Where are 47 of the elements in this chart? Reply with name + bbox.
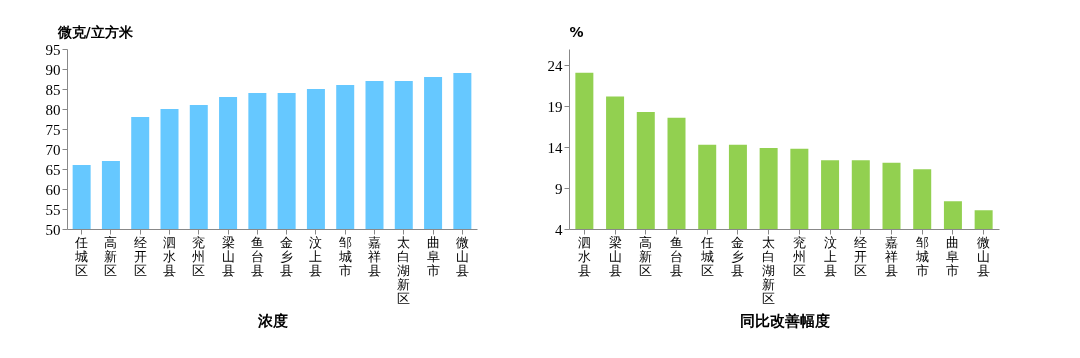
x-tick-label: 兖州区 [792, 234, 806, 278]
x-tick-label: 太白湖新区 [762, 234, 776, 306]
y-tick-label: 14 [547, 139, 563, 156]
x-tick-label: 泗水县 [577, 234, 591, 278]
x-tick-label: 金乡县 [731, 234, 745, 278]
x-tick-label: 梁山县 [608, 234, 622, 278]
y-tick-label: 9 [555, 180, 563, 197]
x-tick-label: 太白湖新区 [397, 234, 411, 306]
x-tick-label: 任城区 [699, 234, 714, 278]
y-tick-label: 50 [45, 221, 61, 238]
x-axis-title: 同比改善幅度 [739, 311, 830, 330]
y-tick-label: 65 [45, 161, 61, 178]
y-tick-label: 19 [547, 98, 563, 115]
x-tick-label: 鱼台县 [250, 234, 264, 278]
x-tick-label: 微山县 [977, 234, 991, 278]
x-tick-label: 高新区 [639, 234, 653, 278]
x-tick-label: 经开区 [133, 234, 147, 278]
x-tick-label: 经开区 [854, 234, 868, 278]
x-tick-label: 嘉祥县 [368, 234, 381, 278]
x-tick-label: 嘉祥县 [885, 234, 898, 278]
y-tick-label: 55 [45, 201, 61, 218]
y-tick-label: 80 [45, 101, 61, 118]
x-tick-label: 曲阜市 [946, 234, 960, 278]
y-axis-title: 微克/立方米 [56, 23, 134, 40]
y-tick-label: 75 [45, 121, 61, 138]
y-tick-label: 90 [45, 61, 61, 78]
x-tick-label: 金乡县 [280, 234, 294, 278]
x-tick-label: 邹城市 [914, 234, 929, 278]
x-tick-label: 邹城市 [337, 234, 352, 278]
x-tick-label: 微山县 [455, 234, 469, 278]
y-tick-label: 95 [45, 41, 61, 58]
x-axis-title: 浓度 [256, 311, 288, 330]
x-tick-label: 曲阜市 [426, 234, 440, 278]
y-tick-label: 85 [45, 81, 61, 98]
x-tick-label: 鱼台县 [670, 234, 683, 278]
y-tick-label: 24 [547, 57, 563, 74]
x-tick-label: 高新区 [104, 234, 118, 278]
x-tick-label: 任城区 [74, 234, 89, 278]
x-tick-label: 汶上县 [309, 234, 323, 278]
x-tick-label: 兖州区 [192, 234, 206, 278]
y-axis-title: % [569, 23, 584, 40]
x-tick-label: 汶上县 [823, 234, 837, 278]
x-tick-label: 泗水县 [163, 234, 176, 278]
y-tick-label: 60 [45, 181, 61, 198]
x-tick-label: 梁山县 [221, 234, 235, 278]
y-tick-label: 4 [555, 221, 563, 238]
y-tick-label: 70 [45, 141, 61, 158]
